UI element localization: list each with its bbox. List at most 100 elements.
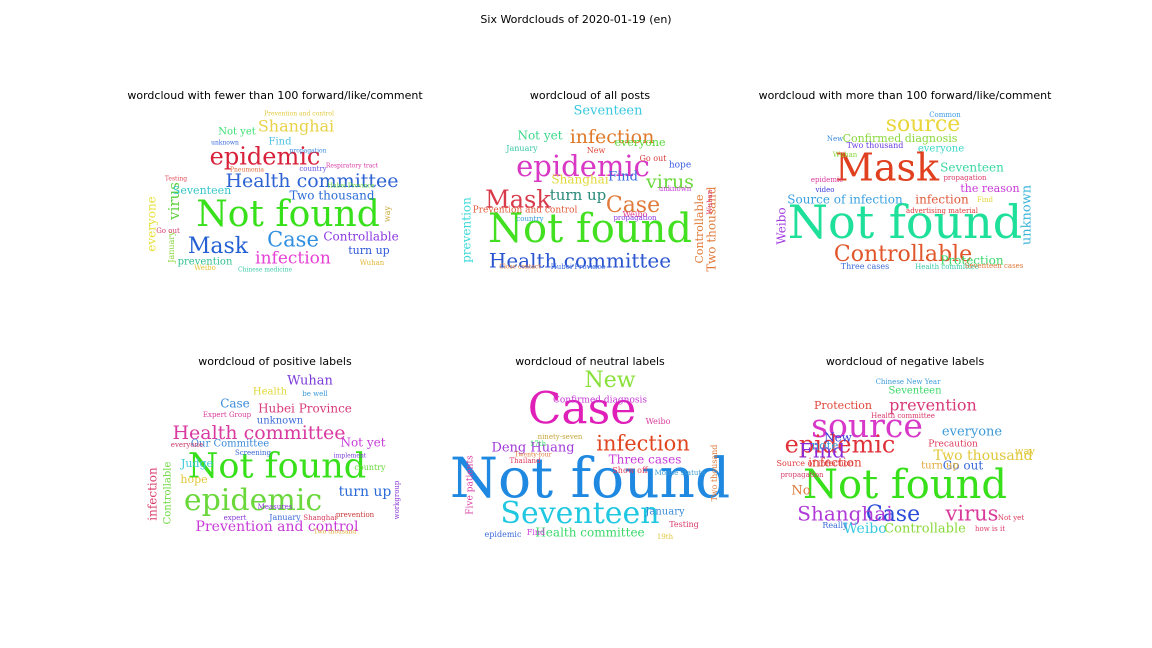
wordcloud-word: New [824, 431, 853, 445]
wordcloud-word: Go out [640, 154, 668, 163]
wordcloud-word: country [354, 463, 386, 472]
wordcloud-word: Seventeen [173, 184, 231, 197]
wordcloud-word: Source of infection [787, 193, 903, 207]
wordcloud-word: turn up [921, 461, 959, 472]
wordcloud-word: turn up [348, 244, 389, 257]
wordcloud-word: hope [180, 473, 207, 486]
wordcloud-panel-4: wordcloud of neutral labels Not found Cas… [450, 355, 730, 541]
wordcloud-word: Health committee [871, 412, 935, 420]
wordcloud-word: Mask [188, 234, 249, 259]
wordcloud-word: prevention [460, 197, 474, 263]
wordcloud-panel-0: wordcloud with fewer than 100 forward/li… [127, 89, 423, 274]
wordcloud-word: prevention [336, 511, 375, 519]
wordcloud-word: Find [799, 439, 845, 463]
wordcloud-word: Two thousand [289, 189, 374, 203]
wordcloud-word: Not found [488, 206, 692, 252]
wordcloud-word: virus [645, 171, 694, 193]
panel-title: wordcloud with more than 100 forward/lik… [759, 89, 1053, 102]
wordcloud-word: turn up [339, 484, 392, 500]
wordcloud-word: Judge [180, 457, 213, 470]
wordcloud-word: prevention [889, 396, 977, 415]
wordcloud-word: Health committee [535, 526, 644, 540]
wordcloud-word: Go out [943, 459, 984, 473]
wordcloud-word: propagation [290, 148, 327, 155]
wordcloud-word: Two thousand [933, 448, 1032, 464]
wordcloud-word: infection [596, 432, 690, 456]
wordcloud-word: Hubei Province [328, 183, 375, 190]
wordcloud-word: January [167, 231, 176, 264]
wordcloud-word: Go out [156, 227, 180, 235]
wordcloud-word: advertising material [906, 207, 979, 215]
wordcloud-word: Deng Huang [491, 441, 574, 456]
panel-title: wordcloud of neutral labels [515, 355, 665, 368]
wordcloud-word: Three cases [841, 262, 890, 271]
wordcloud-word: Case [267, 228, 319, 252]
wordcloud-word: Precaution [928, 440, 978, 450]
wordcloud-word: Weibo [646, 417, 671, 426]
wordcloud-word: Not found [196, 194, 380, 235]
wordcloud-word: January [268, 513, 301, 522]
wordcloud-panel-1: wordcloud of all posts Not found epidemic… [460, 89, 719, 273]
panel-title: wordcloud of positive labels [198, 355, 352, 368]
wordcloud-word: Testing [165, 176, 187, 183]
wordcloud-word: Not found [188, 447, 366, 487]
wordcloud-word: Seventeen [574, 104, 644, 119]
wordcloud-word: Our Committee [191, 439, 269, 450]
wordcloud-word: Protection [814, 399, 872, 412]
wordcloud-word: implement [334, 453, 367, 460]
wordcloud-word: everyone [942, 425, 1002, 440]
wordcloud-word: hope [669, 161, 691, 171]
wordcloud-word: New [587, 146, 606, 155]
wordcloud-word: infection [570, 126, 655, 148]
figure-title: Six Wordclouds of 2020-01-19 (en) [480, 13, 671, 26]
wordcloud-word: unknown [211, 140, 239, 147]
wordcloud-word: January [505, 144, 538, 153]
wordcloud-word: Prevention and control [473, 206, 578, 216]
wordcloud-word: epidemic [516, 149, 650, 183]
wordcloud-word: Protection [940, 254, 1004, 268]
wordcloud-word: New [584, 368, 635, 393]
wordcloud-word: Health committee [489, 249, 671, 273]
wordcloud-word: Two thousand [314, 529, 357, 536]
wordcloud-word: propagation [780, 471, 824, 479]
wordcloud-word: Measures [258, 503, 293, 511]
wordcloud-word: Common [929, 111, 961, 119]
panel-title: wordcloud of all posts [530, 89, 651, 102]
wordcloud-word: everyone [171, 441, 203, 449]
wordcloud-word: Source of infection [777, 459, 854, 468]
wordcloud-word: Wuhan [833, 151, 858, 159]
wordcloud-word: Controllable [884, 522, 966, 537]
wordcloud-word: Hubei Province [551, 263, 606, 271]
wordcloud-word: source [811, 406, 923, 445]
wordcloud-word: Controllable [834, 242, 972, 267]
panel-title: wordcloud of negative labels [826, 355, 985, 368]
wordcloud-word: Mouse statute [655, 469, 706, 477]
wordcloud-word: Testing [669, 520, 699, 529]
wordcloud-word: infection [146, 467, 160, 521]
wordcloud-word: Really [822, 521, 848, 530]
wordcloud-word: Two thousand [847, 141, 904, 150]
wordcloud-word: 19th [657, 533, 674, 541]
wordcloud-word: Not yet [517, 129, 562, 143]
wordcloud-word: Shanghai [797, 502, 892, 526]
wordcloud-word: Not yet [218, 127, 256, 138]
wordcloud-word: Health committee [915, 263, 979, 271]
wordcloud-word: country [516, 215, 543, 223]
wordcloud-word: epidemic [811, 176, 843, 184]
wordcloud-word: Prevention and control [196, 519, 359, 535]
wordcloud-word: Mask [835, 146, 940, 190]
wordcloud-word: video [814, 186, 834, 194]
wordcloud-word: Expert Group [203, 411, 252, 419]
wordcloud-word: expert [224, 514, 247, 522]
wordcloud-word: epidemic [210, 143, 321, 171]
wordcloud-word: Weibo [775, 207, 789, 244]
wordcloud-word: Not found [450, 446, 730, 510]
wordcloud-word: Controllable [163, 462, 174, 525]
wordcloud-word: Wuhan [287, 374, 333, 389]
wordcloud-word: Shanghai [551, 173, 608, 187]
wordcloud-word: country [299, 165, 326, 173]
wordcloud-word: January [644, 507, 685, 518]
wordcloud-word: Seventeen [500, 496, 659, 531]
wordcloud-word: Not found [803, 462, 1007, 508]
wordcloud-word: Weibo [623, 210, 648, 219]
